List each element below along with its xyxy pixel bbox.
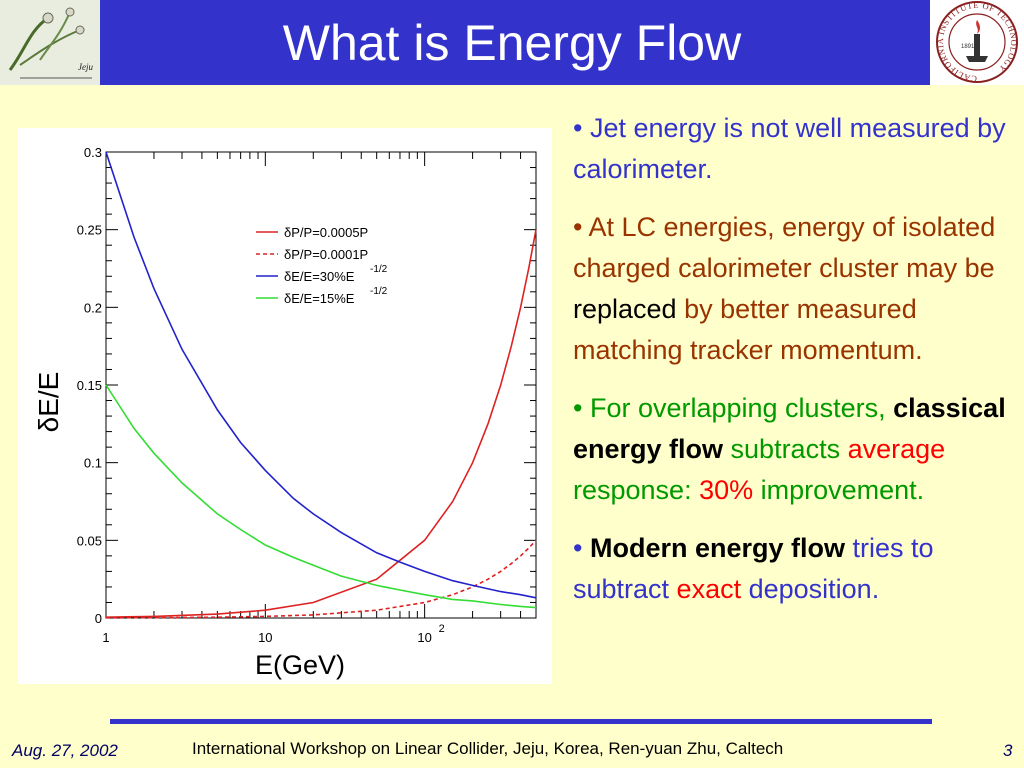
bullet-text: Modern energy flow (589, 533, 845, 563)
bullet-text: deposition. (741, 574, 880, 604)
bullet-item: • Modern energy flow tries to subtract e… (573, 528, 1018, 610)
legend-exponent: -1/2 (370, 286, 388, 297)
y-axis-label: δE/E (33, 372, 64, 433)
energy-resolution-chart: 0 0.05 0.1 0.15 0.2 0.25 0.3 1 10 10 2 δP/P=0.0005… (33, 145, 537, 680)
footer-date: Aug. 27, 2002 (12, 741, 118, 760)
y-tick-label: 0.1 (84, 456, 102, 471)
bullet-text: exact (676, 574, 742, 604)
series-line-1 (105, 539, 537, 619)
caltech-seal: CALIFORNIA INSTITUTE OF TECHNOLOGY 1891 (930, 0, 1024, 85)
legend-label: δE/E=15%E (284, 291, 355, 306)
page-number: 3 (1003, 741, 1013, 760)
y-tick-label: 0 (95, 611, 102, 626)
series-line-0 (105, 229, 537, 618)
bullet-text: tries to subtract (573, 533, 934, 604)
legend-label: δE/E=30%E (284, 269, 355, 284)
y-tick-label: 0.2 (84, 300, 102, 315)
chart-panel: 0 0.05 0.1 0.15 0.2 0.25 0.3 1 10 10 2 δP/P=0.0005… (18, 128, 552, 684)
title-bar (0, 0, 1024, 85)
legend-label: δP/P=0.0005P (284, 225, 368, 240)
y-tick-label: 0.05 (77, 533, 102, 548)
x-tick-exponent: 2 (439, 623, 445, 635)
bullet-item: • Jet energy is not well measured by cal… (573, 108, 1018, 190)
svg-text:Jeju: Jeju (78, 62, 93, 72)
y-tick-label: 0.25 (77, 223, 102, 238)
y-tick-label: 0.15 (77, 378, 102, 393)
bullet-text: • For overlapping clusters, (573, 393, 894, 423)
bullet-text: 30% (699, 475, 754, 505)
legend-label: δP/P=0.0001P (284, 247, 368, 262)
x-tick-label: 10 (258, 630, 272, 645)
jeju-logo: Jeju (0, 0, 100, 85)
bullet-text: subtracts (723, 434, 848, 464)
bullet-item: • At LC energies, energy of isolated cha… (573, 207, 1018, 371)
svg-text:1891: 1891 (961, 44, 975, 50)
bullet-text: average (847, 434, 946, 464)
x-tick-label: 1 (102, 630, 109, 645)
bullet-text: classical energy flow (573, 393, 1006, 464)
plot-frame (105, 151, 537, 619)
bullet-text: • At LC energies, energy of isolated cha… (573, 212, 996, 283)
bullet-text: improvement. (753, 475, 925, 505)
bullet-text: by better measured matching tracker mome… (573, 294, 923, 365)
legend-exponent: -1/2 (370, 264, 388, 275)
footer-divider (110, 719, 932, 724)
y-tick-label: 0.3 (84, 145, 102, 160)
bullet-text: response: (573, 475, 700, 505)
x-axis-label: E(GeV) (255, 650, 345, 680)
bullet-text: • (573, 533, 590, 563)
bullet-list: • Jet energy is not well measured by cal… (573, 108, 1018, 627)
series-line-3 (105, 384, 537, 609)
slide-title: What is Energy Flow (282, 15, 742, 71)
x-tick-label: 10 (417, 630, 431, 645)
series-line-2 (105, 151, 537, 599)
bullet-item: • For overlapping clusters, classical en… (573, 388, 1018, 511)
bullet-text: • Jet energy is not well measured by cal… (573, 113, 1006, 184)
bullet-text: replaced (573, 294, 677, 324)
footer-text: International Workshop on Linear Collide… (192, 739, 784, 758)
